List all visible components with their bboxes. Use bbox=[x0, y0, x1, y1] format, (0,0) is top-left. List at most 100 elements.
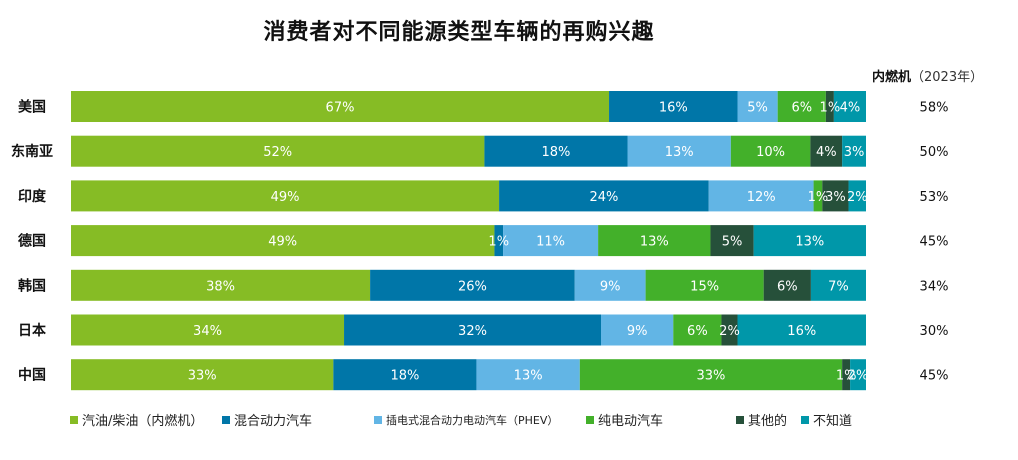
ice-2023-value: 30% bbox=[920, 324, 949, 339]
bar-label-bev: 33% bbox=[697, 369, 726, 384]
legend-swatch-hybrid bbox=[222, 415, 230, 424]
bar-other bbox=[810, 135, 843, 167]
bar-label-bev: 15% bbox=[690, 279, 719, 294]
bar-label-unknown: 13% bbox=[795, 235, 824, 250]
bar-other bbox=[822, 180, 849, 212]
bar-label-unknown: 2% bbox=[847, 190, 868, 205]
legend-item-phev: 插电式混合动力电动汽车（PHEV） bbox=[374, 412, 558, 428]
bar-label-phev: 9% bbox=[600, 279, 621, 294]
bar-value-labels: 67% 16% 5% 6% 1% 4%52% 18% 13% 10% 4% 3%49% 24% 12% 1… bbox=[188, 101, 869, 384]
bar-label-hybrid: 16% bbox=[659, 101, 688, 116]
bar-unknown bbox=[848, 180, 866, 212]
bar-other bbox=[763, 269, 811, 301]
bar-label-ice: 67% bbox=[326, 101, 355, 116]
ice-2023-value: 45% bbox=[920, 235, 949, 250]
category-label: 日本 bbox=[18, 322, 47, 339]
bar-bev bbox=[813, 180, 823, 212]
bar-ice bbox=[71, 180, 500, 212]
ice-header-label: 内燃机 bbox=[872, 70, 912, 85]
legend-label-unknown: 不知道 bbox=[813, 414, 853, 429]
legend-swatch-other bbox=[736, 415, 744, 424]
bar-label-other: 5% bbox=[722, 235, 743, 250]
bar-label-ice: 52% bbox=[263, 145, 292, 160]
bar-label-unknown: 2% bbox=[848, 369, 869, 384]
legend-swatch-phev bbox=[374, 416, 382, 424]
bar-unknown bbox=[737, 314, 866, 346]
legend-label-hybrid: 混合动力汽车 bbox=[234, 414, 313, 429]
bar-hybrid bbox=[494, 225, 504, 257]
bar-bev bbox=[673, 314, 722, 346]
bar-label-phev: 5% bbox=[747, 101, 768, 116]
legend-item-bev: 纯电动汽车 bbox=[586, 410, 663, 429]
legend-label-other: 其他的 bbox=[748, 414, 788, 429]
legend-item-other: 其他的 bbox=[736, 410, 787, 429]
bar-hybrid bbox=[484, 135, 628, 167]
legend-label-ice: 汽油/柴油（内燃机） bbox=[82, 414, 204, 429]
bar-label-other: 4% bbox=[816, 145, 837, 160]
bar-phev bbox=[601, 314, 674, 346]
legend-item-hybrid: 混合动力汽车 bbox=[222, 410, 312, 429]
bar-hybrid bbox=[344, 314, 601, 346]
bar-label-bev: 13% bbox=[640, 235, 669, 250]
category-label: 印度 bbox=[18, 188, 47, 205]
bar-ice bbox=[71, 269, 371, 301]
bar-label-unknown: 16% bbox=[787, 324, 816, 339]
bar-unknown bbox=[810, 269, 866, 301]
bar-phev bbox=[627, 135, 731, 167]
bar-ice bbox=[71, 359, 334, 391]
bar-bev bbox=[598, 225, 711, 257]
bar-unknown bbox=[850, 359, 866, 391]
legend-label-phev: 插电式混合动力电动汽车（PHEV） bbox=[386, 414, 559, 427]
bar-label-bev: 6% bbox=[687, 324, 708, 339]
bar-label-other: 3% bbox=[825, 190, 846, 205]
bar-label-hybrid: 18% bbox=[541, 145, 570, 160]
bars-group bbox=[71, 91, 866, 391]
bar-label-phev: 12% bbox=[747, 190, 776, 205]
bar-label-other: 1% bbox=[820, 101, 841, 116]
bar-unknown bbox=[833, 91, 866, 122]
bar-other bbox=[842, 359, 851, 391]
bar-label-bev: 10% bbox=[756, 145, 785, 160]
bar-ice bbox=[71, 225, 495, 257]
category-label: 美国 bbox=[18, 99, 46, 116]
bar-label-other: 6% bbox=[777, 279, 798, 294]
bar-ice bbox=[71, 91, 610, 122]
bar-label-other: 1% bbox=[836, 369, 857, 384]
bar-label-bev: 1% bbox=[808, 190, 829, 205]
bar-label-phev: 9% bbox=[627, 324, 648, 339]
bar-ice bbox=[71, 314, 345, 346]
category-label: 中国 bbox=[18, 367, 46, 384]
bar-label-ice: 49% bbox=[268, 235, 297, 250]
bar-hybrid bbox=[333, 359, 477, 391]
ice-2023-column-header: 内燃机（2023年） bbox=[872, 66, 983, 85]
bar-label-bev: 6% bbox=[791, 101, 812, 116]
category-label: 韩国 bbox=[18, 277, 46, 294]
bar-label-ice: 38% bbox=[206, 279, 235, 294]
bar-hybrid bbox=[609, 91, 738, 122]
bar-label-phev: 11% bbox=[536, 235, 565, 250]
ice-2023-values: 58% 50% 53% 45% 34% 30% 45% bbox=[920, 101, 949, 384]
legend-swatch-ice bbox=[70, 415, 78, 424]
bar-phev bbox=[708, 180, 814, 212]
bar-label-hybrid: 26% bbox=[458, 279, 487, 294]
bar-label-hybrid: 18% bbox=[390, 369, 419, 384]
bar-bev bbox=[777, 91, 826, 122]
ice-2023-value: 34% bbox=[920, 279, 949, 294]
bar-other bbox=[825, 91, 834, 122]
bar-label-unknown: 7% bbox=[828, 279, 849, 294]
ice-2023-value: 58% bbox=[920, 101, 949, 116]
bar-phev bbox=[737, 91, 778, 122]
bar-label-phev: 13% bbox=[665, 145, 694, 160]
bar-label-phev: 13% bbox=[514, 369, 543, 384]
bar-bev bbox=[730, 135, 811, 167]
bar-other bbox=[721, 314, 738, 346]
bar-label-ice: 33% bbox=[188, 369, 217, 384]
chart-title: 消费者对不同能源类型车辆的再购兴趣 bbox=[263, 20, 655, 45]
ice-2023-value: 45% bbox=[920, 369, 949, 384]
bar-hybrid bbox=[370, 269, 575, 301]
legend-item-unknown: 不知道 bbox=[801, 410, 852, 429]
category-label: 德国 bbox=[18, 233, 46, 250]
bar-label-ice: 49% bbox=[271, 190, 300, 205]
